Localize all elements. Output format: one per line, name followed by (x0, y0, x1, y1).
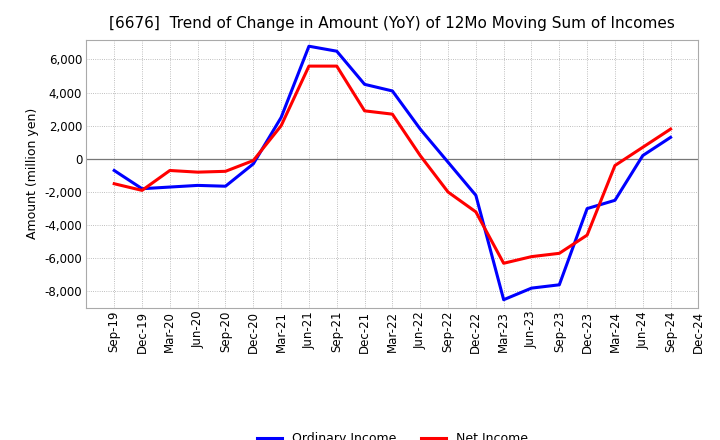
Net Income (276, 123, 285, 128)
Ordinary Income (527, 286, 536, 291)
Net Income (472, 209, 480, 215)
Ordinary Income (249, 161, 258, 166)
Net Income (582, 232, 591, 238)
Ordinary Income (582, 206, 591, 211)
Ordinary Income (333, 48, 341, 54)
Ordinary Income (666, 135, 675, 140)
Ordinary Income (500, 297, 508, 302)
Y-axis label: Amount (million yen): Amount (million yen) (26, 108, 39, 239)
Line: Net Income: Net Income (114, 66, 670, 263)
Ordinary Income (166, 184, 174, 190)
Ordinary Income (305, 44, 313, 49)
Net Income (639, 145, 647, 150)
Net Income (305, 63, 313, 69)
Net Income (221, 169, 230, 174)
Ordinary Income (611, 198, 619, 203)
Ordinary Income (138, 186, 146, 191)
Title: [6676]  Trend of Change in Amount (YoY) of 12Mo Moving Sum of Incomes: [6676] Trend of Change in Amount (YoY) o… (109, 16, 675, 32)
Ordinary Income (639, 153, 647, 158)
Net Income (194, 169, 202, 175)
Legend: Ordinary Income, Net Income: Ordinary Income, Net Income (252, 427, 533, 440)
Net Income (249, 158, 258, 163)
Net Income (666, 126, 675, 132)
Net Income (611, 163, 619, 168)
Ordinary Income (194, 183, 202, 188)
Ordinary Income (221, 183, 230, 189)
Net Income (138, 188, 146, 193)
Ordinary Income (555, 282, 564, 287)
Net Income (360, 108, 369, 114)
Ordinary Income (444, 160, 452, 165)
Ordinary Income (276, 115, 285, 120)
Net Income (166, 168, 174, 173)
Net Income (527, 254, 536, 259)
Ordinary Income (388, 88, 397, 94)
Ordinary Income (360, 82, 369, 87)
Net Income (333, 63, 341, 69)
Ordinary Income (416, 126, 425, 132)
Line: Ordinary Income: Ordinary Income (114, 46, 670, 300)
Net Income (416, 153, 425, 158)
Net Income (500, 260, 508, 266)
Net Income (110, 181, 119, 187)
Net Income (388, 111, 397, 117)
Net Income (444, 189, 452, 194)
Net Income (555, 251, 564, 256)
Ordinary Income (472, 193, 480, 198)
Ordinary Income (110, 168, 119, 173)
